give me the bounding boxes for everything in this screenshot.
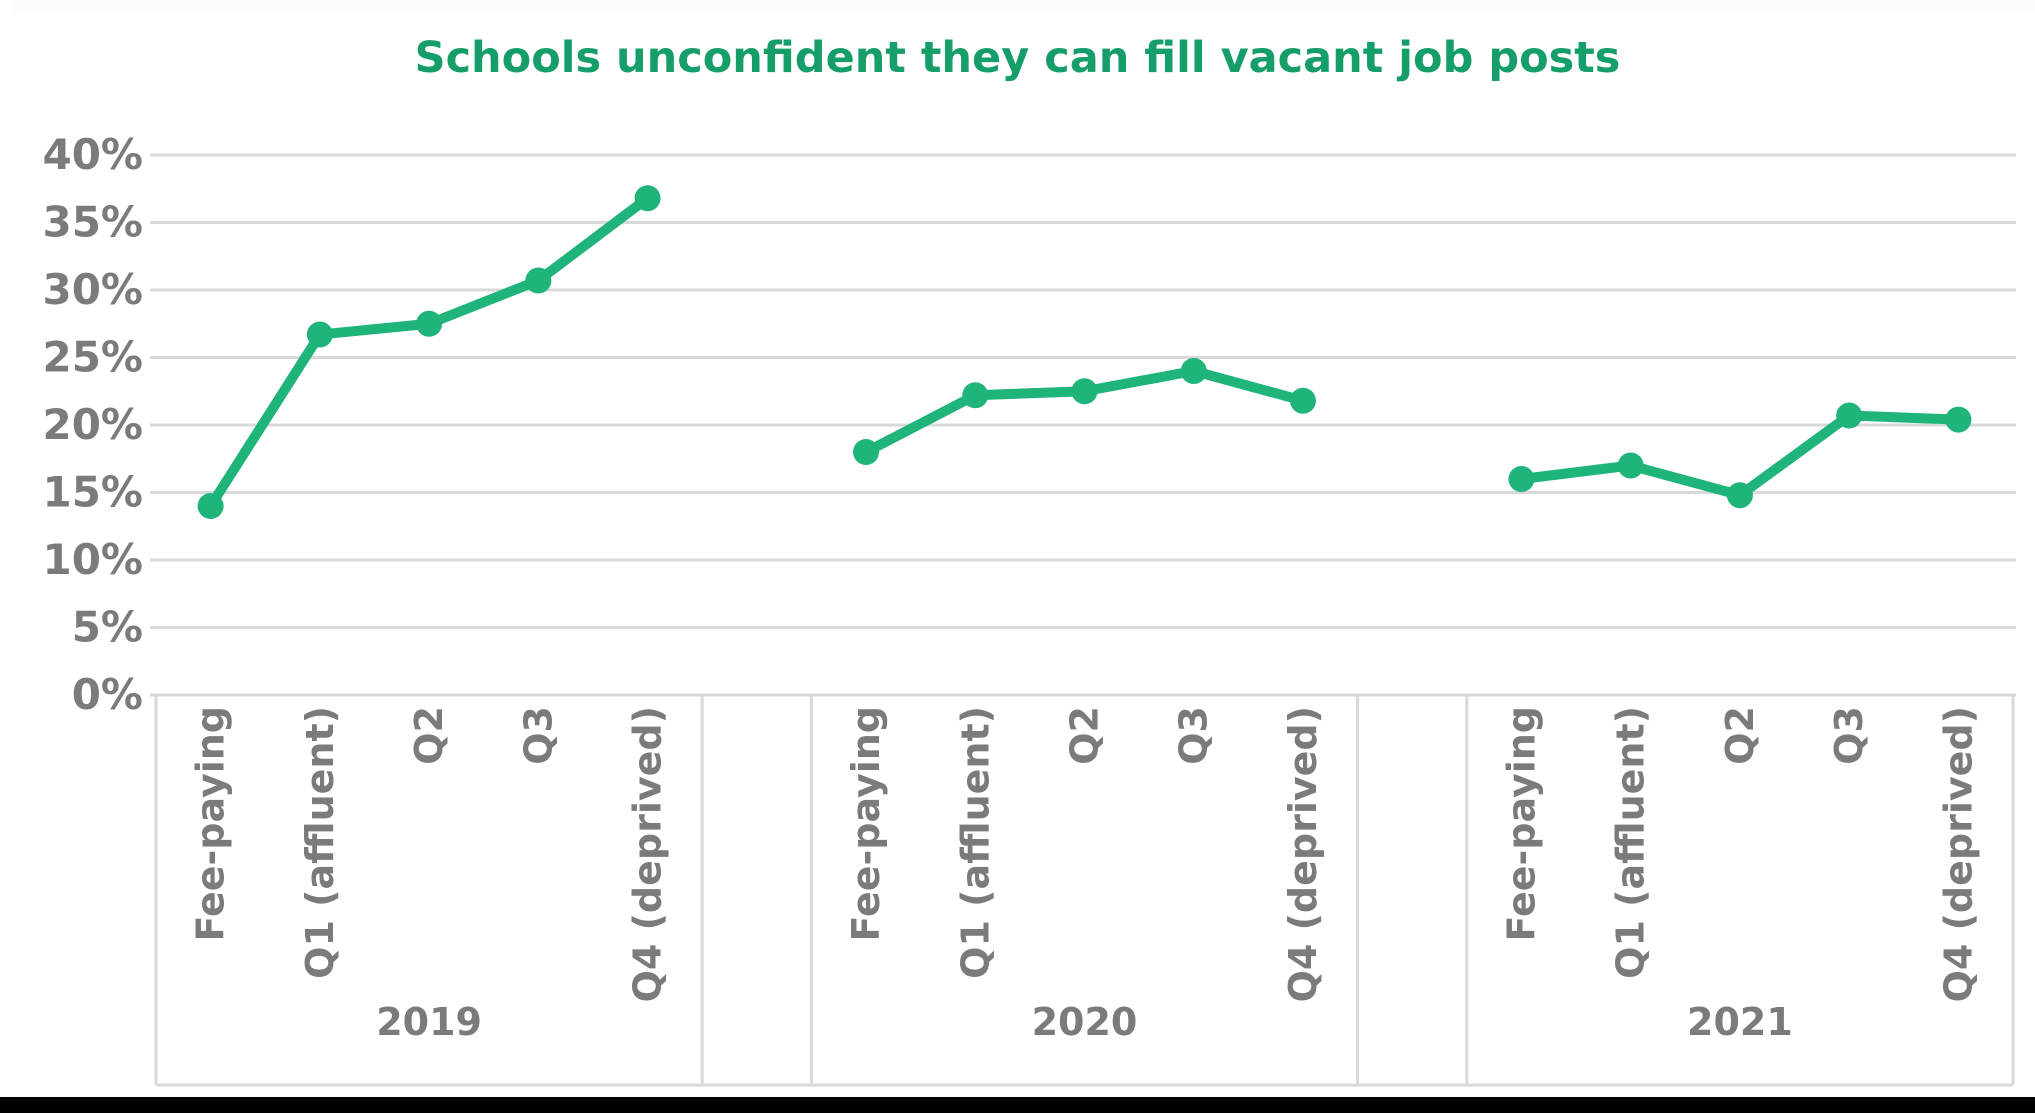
series-line-2019 bbox=[205, 193, 653, 511]
chart-title: Schools unconfident they can fill vacant… bbox=[414, 33, 1621, 83]
category-label: Fee-paying bbox=[844, 706, 888, 941]
category-label: Q1 (affluent) bbox=[298, 706, 342, 979]
y-tick-label: 25% bbox=[42, 333, 143, 382]
data-point bbox=[962, 382, 989, 409]
data-point bbox=[634, 185, 661, 212]
year-label: 2021 bbox=[1687, 1000, 1793, 1044]
category-label: Q2 bbox=[407, 706, 451, 765]
data-point bbox=[853, 439, 880, 465]
year-label: 2019 bbox=[376, 1000, 482, 1044]
data-point bbox=[525, 267, 552, 294]
y-tick-label: 20% bbox=[42, 400, 143, 449]
category-label: Q1 (affluent) bbox=[1609, 706, 1653, 979]
category-label: Q4 (deprived) bbox=[1281, 706, 1325, 1002]
category-label: Q3 bbox=[1172, 706, 1216, 765]
data-point bbox=[1071, 378, 1098, 405]
category-label: Q3 bbox=[516, 706, 560, 765]
data-point bbox=[197, 493, 224, 519]
category-label: Fee-paying bbox=[189, 706, 233, 941]
data-point bbox=[1289, 387, 1316, 414]
category-label: Q2 bbox=[1063, 706, 1107, 765]
y-tick-label: 10% bbox=[42, 535, 143, 584]
year-label: 2020 bbox=[1032, 1000, 1138, 1044]
data-point bbox=[1617, 452, 1644, 479]
bottom-black-bar bbox=[0, 1097, 2035, 1113]
top-strip bbox=[14, 0, 2035, 13]
y-tick-label: 15% bbox=[42, 468, 143, 517]
category-label: Q2 bbox=[1718, 706, 1762, 765]
data-point bbox=[1508, 466, 1535, 492]
category-label: Q4 (deprived) bbox=[1936, 706, 1980, 1002]
data-point bbox=[306, 321, 333, 348]
data-point bbox=[1726, 482, 1753, 509]
category-label: Q4 (deprived) bbox=[626, 706, 670, 1002]
data-point bbox=[1945, 406, 1972, 433]
y-tick-label: 40% bbox=[42, 130, 143, 179]
y-tick-label: 0% bbox=[72, 670, 143, 719]
category-label: Q3 bbox=[1827, 706, 1871, 765]
y-tick-label: 5% bbox=[72, 603, 143, 652]
category-label: Fee-paying bbox=[1499, 706, 1543, 941]
y-tick-label: 30% bbox=[42, 265, 143, 314]
y-tick-label: 35% bbox=[42, 198, 143, 247]
data-point bbox=[1180, 358, 1207, 384]
category-label: Q1 (affluent) bbox=[953, 706, 997, 979]
data-point bbox=[1836, 402, 1863, 429]
data-point bbox=[416, 310, 443, 337]
